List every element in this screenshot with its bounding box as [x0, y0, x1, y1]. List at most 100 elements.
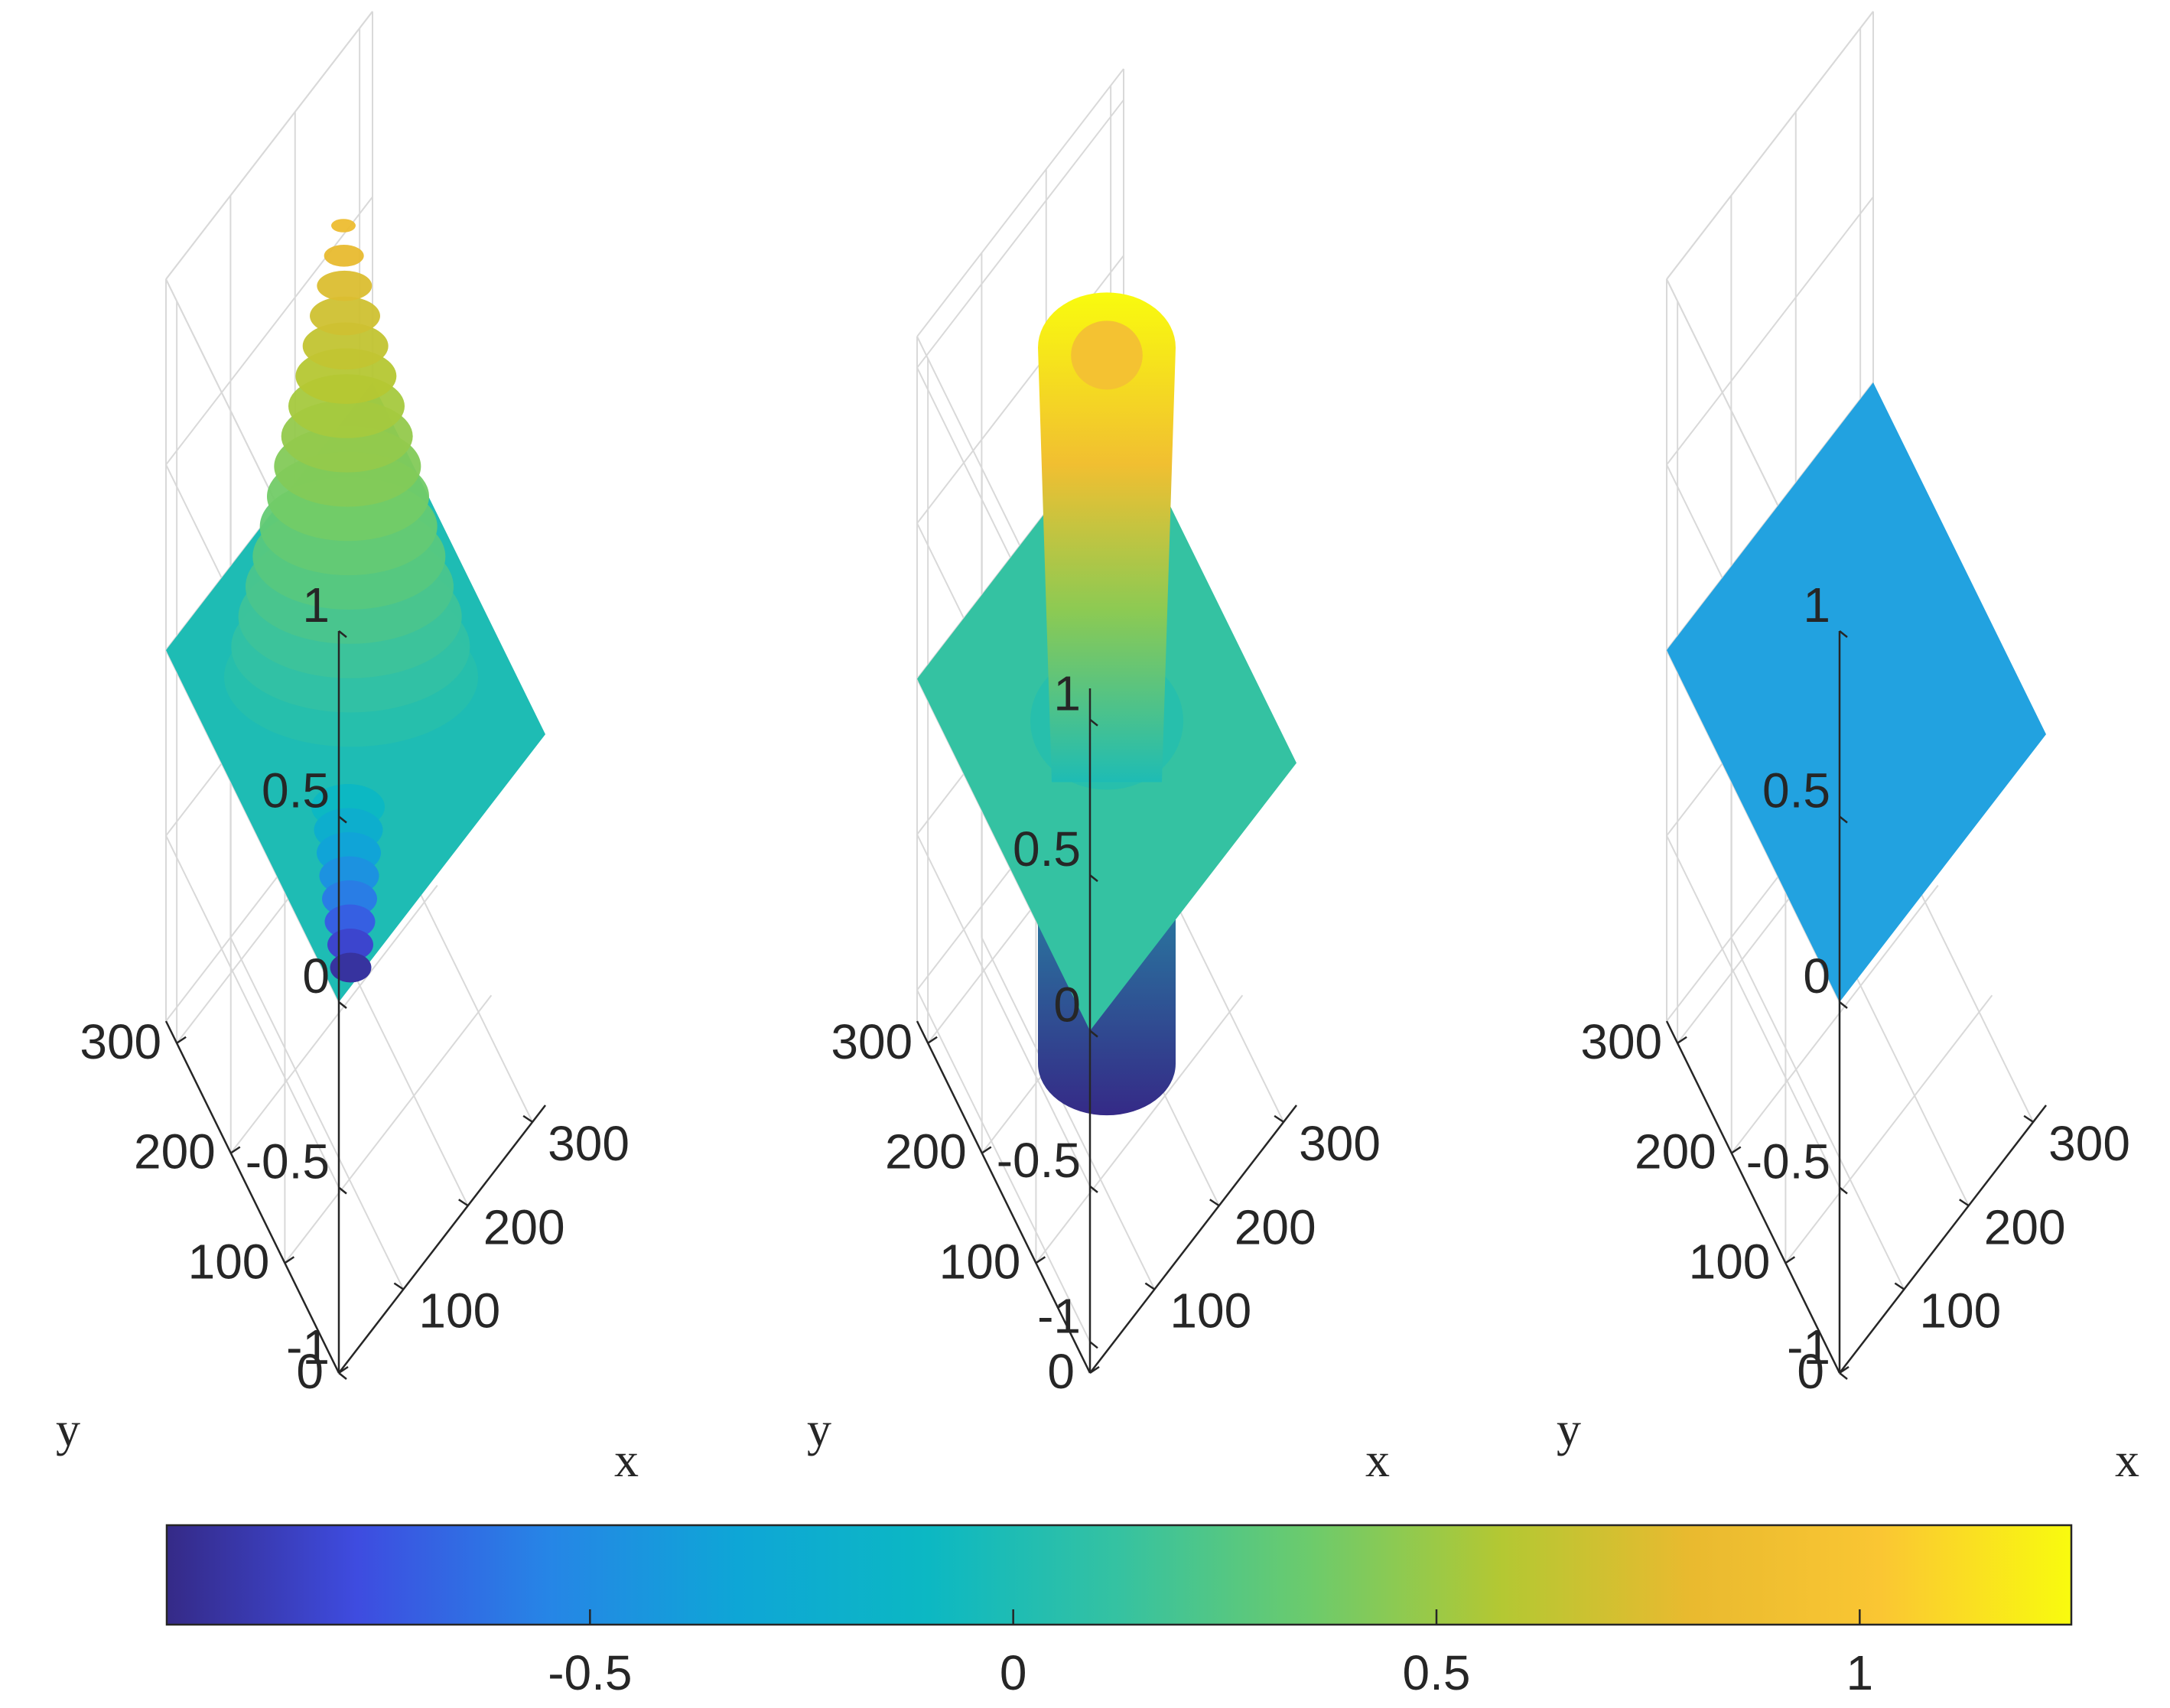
x-tick-label: 200 [1984, 1199, 2066, 1254]
grid-line [229, 884, 438, 1154]
surface [1667, 382, 2046, 1002]
z-tick-label: 1 [302, 577, 330, 633]
y-axis-label: y [807, 1402, 831, 1456]
z-tick [1839, 1001, 1848, 1009]
surface-column-top [1071, 320, 1143, 390]
grid-line [229, 937, 405, 1290]
y-tick-label: 0 [1797, 1344, 1824, 1399]
grid-line [1666, 196, 1874, 466]
x-tick [2023, 1114, 2034, 1123]
x-tick [1209, 1199, 1220, 1207]
surface-ripple-ring [310, 296, 380, 336]
x-tick-label: 100 [1170, 1283, 1251, 1339]
z-tick [1089, 1030, 1098, 1038]
surface-ripple-ring [302, 322, 389, 370]
y-tick-label: 200 [1635, 1124, 1716, 1179]
box-edge [1666, 11, 1874, 280]
axes: -1 -0.5 0 0.5 1 0 100 200 300 100 200 300 y x [56, 577, 639, 1487]
y-axis-line [916, 1020, 1092, 1374]
surface-trough-ring [330, 952, 372, 983]
box-edge [916, 68, 1124, 337]
z-tick [1089, 718, 1098, 727]
surface-plane [1667, 382, 2046, 1002]
grid-line [1730, 937, 1905, 1290]
surface-ripple-ring [317, 270, 373, 301]
z-tick-label: -0.5 [246, 1134, 330, 1189]
z-tick [338, 630, 347, 638]
y-tick-label: 300 [1580, 1014, 1662, 1069]
grid-line [916, 834, 1091, 1187]
y-tick-label: 0 [296, 1344, 324, 1399]
x-tick [1894, 1282, 1905, 1290]
x-tick [393, 1282, 405, 1290]
z-tick-label: -1 [1037, 1288, 1081, 1343]
y-tick [981, 1146, 992, 1154]
y-tick-label: 100 [939, 1234, 1021, 1289]
y-tick [1035, 1256, 1046, 1264]
x-tick [1144, 1282, 1156, 1290]
x-tick [1959, 1199, 1970, 1207]
z-tick [1089, 1185, 1098, 1193]
z-tick-label: 0.5 [1013, 821, 1081, 877]
x-axis-line [1839, 1105, 2047, 1374]
colorbar-tick-label: 1 [1846, 1645, 1874, 1700]
x-axis-label: x [614, 1433, 639, 1487]
colorbar-tick-label: 0 [1000, 1645, 1027, 1700]
z-tick-label: 1 [1803, 577, 1830, 633]
y-tick-label: 100 [1689, 1234, 1771, 1289]
y-axis-line [1665, 1020, 1841, 1374]
x-tick [522, 1114, 533, 1123]
axes: -1 -0.5 0 0.5 1 0 100 200 300 100 200 300 y x [1557, 577, 2139, 1487]
z-tick [1839, 630, 1848, 638]
z-tick [1089, 1341, 1098, 1349]
y-axis-label: y [1557, 1402, 1581, 1456]
axes: -1 -0.5 0 0.5 1 0 100 200 300 100 200 300 y x [807, 666, 1390, 1487]
surface [917, 292, 1296, 1116]
y-axis-label: y [56, 1402, 80, 1456]
y-tick-label: 200 [885, 1124, 967, 1179]
y-axis-line [164, 1020, 340, 1374]
grid-line [916, 99, 1124, 369]
z-tick-label: 0.5 [262, 763, 330, 818]
colorbar-tick-label: -0.5 [548, 1645, 632, 1700]
z-tick-label: -0.5 [997, 1133, 1081, 1188]
x-axis-label: x [2115, 1433, 2139, 1487]
z-tick [338, 1372, 347, 1380]
x-tick [1274, 1114, 1284, 1123]
colorbar: -0.5 0 0.5 1 [165, 1524, 2073, 1700]
x-tick [458, 1199, 469, 1207]
y-tick-label: 300 [831, 1014, 913, 1069]
grid-line [284, 994, 493, 1264]
colorbar-tick-label: 0.5 [1403, 1645, 1471, 1700]
z-tick [338, 1186, 347, 1195]
surface-panel-2: -1 -0.5 0 0.5 1 0 100 200 300 100 200 300 y x [807, 68, 1390, 1487]
y-tick [338, 1365, 349, 1375]
surface [166, 219, 545, 1002]
grid-line [1730, 884, 1939, 1154]
z-tick-label: 1 [1053, 666, 1081, 721]
z-tick [1839, 815, 1848, 824]
z-tick [1089, 874, 1098, 883]
y-tick-label: 100 [188, 1234, 270, 1289]
z-tick [1839, 1186, 1848, 1195]
x-tick-label: 300 [1299, 1116, 1381, 1171]
surface-panel-3: -1 -0.5 0 0.5 1 0 100 200 300 100 200 300 y x [1557, 11, 2139, 1487]
x-axis-label: x [1365, 1433, 1390, 1487]
x-tick-label: 300 [2048, 1116, 2130, 1171]
y-tick [1784, 1256, 1796, 1264]
z-tick-label: -1 [286, 1319, 330, 1375]
z-tick-label: -0.5 [1746, 1134, 1830, 1189]
x-tick-label: 200 [1235, 1199, 1316, 1254]
colorbar-bar [165, 1524, 2073, 1626]
grid-line [165, 835, 340, 1188]
x-tick-label: 100 [1919, 1283, 2001, 1339]
y-tick [1677, 1036, 1687, 1044]
z-tick-label: 0 [302, 948, 330, 1004]
y-tick [1731, 1146, 1742, 1154]
grid-line [916, 989, 1091, 1342]
y-tick [1089, 1365, 1100, 1375]
grid-line [1035, 994, 1244, 1264]
x-tick-label: 300 [548, 1116, 630, 1171]
z-tick [338, 1001, 347, 1009]
